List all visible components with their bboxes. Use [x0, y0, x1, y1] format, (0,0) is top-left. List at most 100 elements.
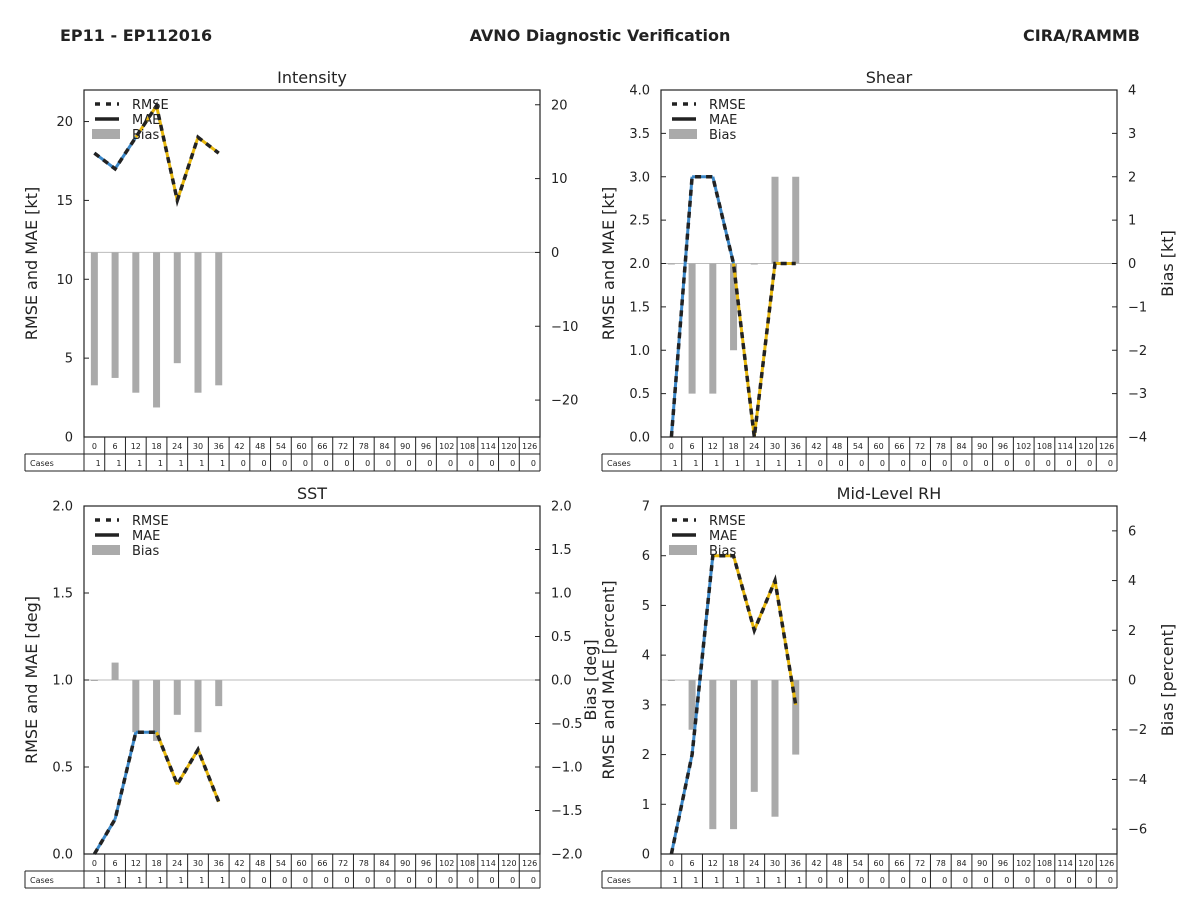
table-case-count: 0 [303, 459, 308, 468]
table-hour: 18 [728, 442, 738, 451]
y-tick-label: 20 [56, 115, 73, 130]
table-case-count: 0 [241, 876, 246, 885]
table-hour: 0 [92, 442, 97, 451]
y-axis-label: RMSE and MAE [deg] [22, 596, 41, 764]
table-hour: 96 [421, 442, 431, 451]
cases-table: Cases 0 6 12 18 24 30 36 42 48 54 60 66 72 78 84 90 96 102… [24, 437, 541, 472]
table-hour: 102 [1016, 442, 1031, 451]
table-hour: 114 [481, 859, 496, 868]
table-case-count: 0 [407, 459, 412, 468]
legend-bias-swatch [669, 129, 697, 139]
table-hour: 90 [977, 859, 987, 868]
bias-bar [771, 176, 779, 264]
table-case-count: 0 [365, 459, 370, 468]
y2-tick-label: −1.5 [551, 804, 583, 819]
y2-tick-label: 2.0 [551, 500, 572, 515]
table-case-count: 0 [448, 459, 453, 468]
y2-tick-label: −0.5 [551, 717, 583, 732]
table-case-count: 0 [324, 876, 329, 885]
table-case-count: 1 [693, 876, 698, 885]
table-case-count: 0 [1087, 876, 1092, 885]
y2-tick-label: −2 [1128, 723, 1147, 738]
y2-tick-label: 2 [1128, 624, 1136, 639]
table-case-count: 0 [324, 459, 329, 468]
y-axis-label: RMSE and MAE [kt] [599, 187, 618, 340]
panel-title: SST [297, 484, 327, 503]
header-right: CIRA/RAMMB [1023, 26, 1140, 45]
table-hour: 48 [255, 859, 265, 868]
bias-bar [173, 680, 181, 715]
table-case-count: 0 [386, 876, 391, 885]
table-hour: 36 [214, 859, 224, 868]
table-case-count: 0 [386, 459, 391, 468]
table-hour: 36 [791, 859, 801, 868]
y2-tick-label: 3 [1128, 127, 1136, 142]
table-case-count: 0 [859, 459, 864, 468]
mae-segment [155, 105, 179, 201]
table-hour: 102 [439, 442, 454, 451]
table-cases-label: Cases [607, 459, 631, 468]
table-hour: 78 [359, 442, 369, 451]
table-case-count: 0 [489, 459, 494, 468]
table-case-count: 0 [818, 459, 823, 468]
rmse-line [669, 553, 798, 855]
table-cases-label: Cases [30, 876, 54, 885]
y-tick-label: 0 [65, 431, 73, 446]
legend-rmse-label: RMSE [709, 98, 746, 113]
table-case-count: 1 [116, 459, 121, 468]
table-hour: 18 [151, 859, 161, 868]
y-tick-label: 1.5 [52, 587, 73, 602]
table-hour: 30 [193, 859, 203, 868]
table-hour: 66 [894, 442, 904, 451]
y2-tick-label: −3 [1128, 387, 1147, 402]
bias-bar [153, 252, 161, 408]
table-case-count: 0 [1066, 459, 1071, 468]
y-tick-label: 3.0 [629, 170, 650, 185]
y2-tick-label: 0 [1128, 674, 1136, 689]
bias-bar [132, 252, 140, 393]
y-tick-label: 0.0 [629, 431, 650, 446]
bias-bar [667, 680, 675, 681]
table-hour: 114 [481, 442, 496, 451]
y-tick-label: 0.5 [52, 761, 73, 776]
table-hour: 66 [894, 859, 904, 868]
table-case-count: 1 [797, 459, 802, 468]
table-hour: 78 [359, 859, 369, 868]
bias-bar [215, 252, 223, 386]
table-case-count: 0 [838, 459, 843, 468]
table-case-count: 0 [531, 876, 536, 885]
table-hour: 72 [915, 442, 925, 451]
table-hour: 72 [338, 859, 348, 868]
table-case-count: 0 [942, 459, 947, 468]
bias-bar [111, 662, 119, 680]
table-hour: 72 [915, 859, 925, 868]
table-case-count: 0 [489, 876, 494, 885]
table-hour: 126 [522, 859, 537, 868]
table-case-count: 0 [427, 876, 432, 885]
y2-axis-label: Bias [percent] [1158, 624, 1177, 736]
legend-rmse-label: RMSE [132, 514, 169, 529]
table-hour: 12 [708, 442, 718, 451]
legend-bias-swatch [92, 129, 120, 139]
table-hour: 54 [276, 442, 286, 451]
table-hour: 24 [172, 442, 182, 451]
y-tick-label: 1 [642, 798, 650, 813]
table-hour: 42 [234, 859, 244, 868]
table-case-count: 1 [756, 876, 761, 885]
y2-tick-label: 20 [551, 98, 568, 113]
table-hour: 36 [791, 442, 801, 451]
table-case-count: 1 [116, 876, 121, 885]
table-hour: 78 [936, 859, 946, 868]
table-hour: 0 [669, 859, 674, 868]
header-left: EP11 - EP112016 [60, 26, 212, 45]
bias-bar [771, 680, 779, 817]
y2-tick-label: 0 [1128, 257, 1136, 272]
panel-title: Shear [866, 68, 913, 87]
y-tick-label: 4 [642, 649, 650, 664]
y-axis-label: RMSE and MAE [kt] [22, 187, 41, 340]
table-case-count: 0 [282, 459, 287, 468]
table-case-count: 1 [714, 876, 719, 885]
y2-tick-label: 0 [551, 246, 559, 261]
y-tick-label: 3 [642, 698, 650, 713]
